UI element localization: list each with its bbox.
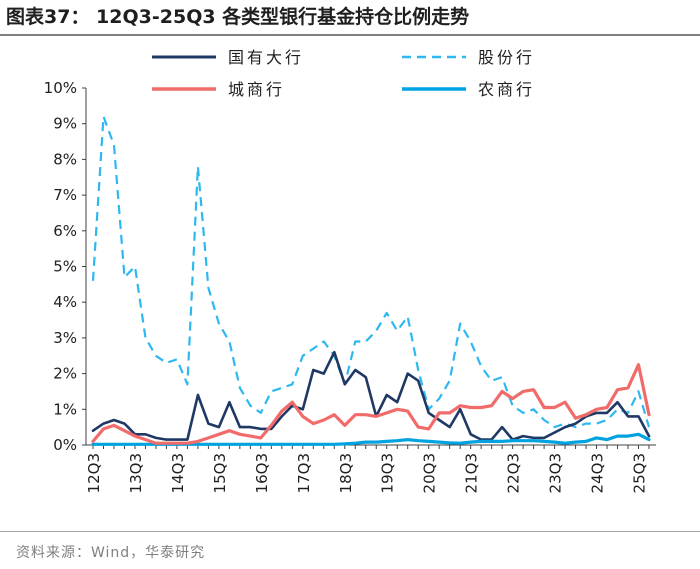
x-tick-label: 13Q3 bbox=[127, 453, 145, 493]
x-tick-label: 16Q3 bbox=[253, 453, 271, 493]
y-tick-label: 9% bbox=[53, 115, 77, 133]
y-tick-label: 10% bbox=[44, 79, 77, 97]
page-title: 图表37： 12Q3-25Q3 各类型银行基金持仓比例走势 bbox=[6, 6, 470, 28]
x-tick-label: 20Q3 bbox=[421, 453, 439, 493]
y-tick-label: 5% bbox=[53, 258, 77, 276]
legend-label: 国有大行 bbox=[228, 48, 304, 67]
x-tick-label: 19Q3 bbox=[379, 453, 397, 493]
x-tick-label: 21Q3 bbox=[463, 453, 481, 493]
x-tick-label: 18Q3 bbox=[337, 453, 355, 493]
x-tick-label: 25Q3 bbox=[631, 453, 649, 493]
source-note: 资料来源：Wind，华泰研究 bbox=[16, 545, 206, 561]
title-divider bbox=[0, 34, 700, 36]
x-axis: 12Q3 13Q3 14Q3 15Q3 16Q3 17Q3 18Q3 19Q3 20Q3 21Q3… bbox=[85, 444, 656, 493]
x-tick-label: 24Q3 bbox=[589, 453, 607, 493]
x-tick-label: 17Q3 bbox=[295, 453, 313, 493]
series-line-0 bbox=[91, 350, 651, 441]
legend-label: 股份行 bbox=[478, 48, 535, 67]
y-tick-label: 4% bbox=[53, 293, 77, 311]
y-tick-label: 1% bbox=[53, 400, 77, 418]
y-tick-label: 2% bbox=[53, 365, 77, 383]
series-line-2 bbox=[91, 363, 651, 445]
footer-divider bbox=[0, 531, 700, 532]
x-tick-label: 22Q3 bbox=[505, 453, 523, 493]
x-tick-label: 15Q3 bbox=[211, 453, 229, 493]
series-layer bbox=[91, 115, 651, 446]
y-tick-label: 8% bbox=[53, 150, 77, 168]
legend-label: 城商行 bbox=[228, 80, 285, 99]
y-tick-label: 6% bbox=[53, 222, 77, 240]
x-tick-label: 12Q3 bbox=[85, 453, 103, 493]
y-tick-label: 3% bbox=[53, 329, 77, 347]
y-tick-label: 7% bbox=[53, 186, 77, 204]
x-tick-label: 14Q3 bbox=[169, 453, 187, 493]
x-tick-label: 23Q3 bbox=[547, 453, 565, 493]
y-axis: 0% 1% 2% 3% 4% 5% 6% 7% 8% 9% 10% bbox=[44, 79, 87, 454]
y-tick-label: 0% bbox=[53, 436, 77, 454]
legend-label: 农商行 bbox=[478, 80, 535, 99]
series-line-1 bbox=[91, 115, 651, 429]
